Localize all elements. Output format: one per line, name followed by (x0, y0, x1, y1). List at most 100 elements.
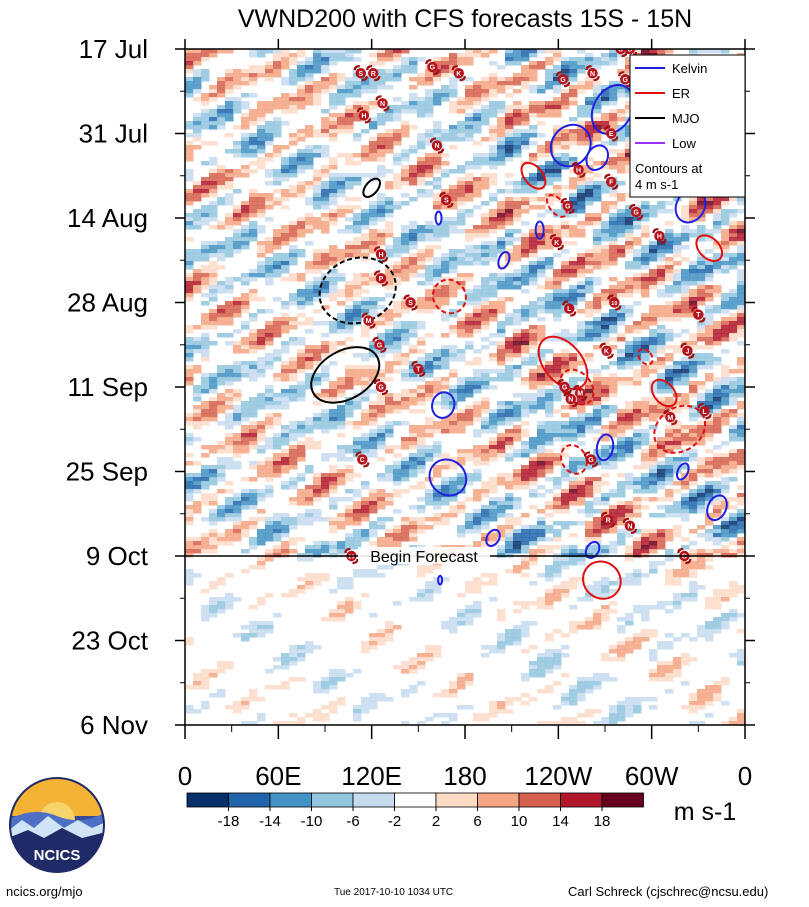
anomaly-cell (369, 53, 378, 58)
anomaly-cell (513, 109, 522, 114)
anomaly-cell (281, 269, 290, 274)
anomaly-cell (377, 437, 386, 442)
anomaly-cell (657, 253, 666, 258)
anomaly-cell (281, 377, 290, 382)
anomaly-cell (241, 305, 250, 310)
anomaly-cell (281, 169, 290, 174)
anomaly-cell (625, 237, 634, 242)
anomaly-cell (401, 441, 410, 446)
anomaly-cell (729, 401, 738, 406)
anomaly-cell (665, 457, 674, 462)
anomaly-cell (393, 489, 402, 494)
anomaly-cell (257, 249, 266, 254)
anomaly-cell (313, 441, 322, 446)
anomaly-cell (553, 301, 562, 306)
anomaly-cell (433, 361, 442, 366)
anomaly-cell (313, 297, 322, 302)
anomaly-cell (265, 361, 274, 366)
anomaly-cell (505, 457, 514, 462)
anomaly-cell (657, 329, 666, 334)
anomaly-cell (297, 49, 306, 54)
anomaly-cell (393, 173, 402, 178)
anomaly-cell (417, 309, 426, 314)
anomaly-cell (193, 481, 202, 486)
anomaly-cell (625, 65, 634, 70)
anomaly-cell (505, 281, 514, 286)
anomaly-cell (409, 365, 418, 370)
anomaly-cell (209, 193, 218, 198)
anomaly-cell (209, 477, 218, 482)
anomaly-cell (281, 313, 290, 318)
anomaly-cell (369, 281, 378, 286)
anomaly-cell (297, 493, 306, 498)
anomaly-cell (537, 309, 546, 314)
anomaly-cell (345, 477, 354, 482)
anomaly-cell (353, 301, 362, 306)
anomaly-cell (377, 409, 386, 414)
anomaly-cell (201, 125, 210, 130)
anomaly-cell (441, 269, 450, 274)
anomaly-cell (425, 97, 434, 102)
anomaly-cell (529, 329, 538, 334)
anomaly-cell (281, 101, 290, 106)
anomaly-cell (481, 113, 490, 118)
anomaly-cell (705, 269, 714, 274)
anomaly-cell (193, 85, 202, 90)
anomaly-cell (721, 253, 730, 258)
anomaly-cell (593, 497, 602, 502)
anomaly-cell (713, 337, 722, 342)
anomaly-cell (697, 237, 706, 242)
anomaly-cell (457, 317, 466, 322)
anomaly-cell (545, 429, 554, 434)
anomaly-cell (537, 65, 546, 70)
anomaly-cell (321, 273, 330, 278)
anomaly-cell (321, 265, 330, 270)
anomaly-cell (265, 49, 274, 54)
anomaly-cell (361, 357, 370, 362)
anomaly-cell (265, 61, 274, 66)
anomaly-cell (353, 229, 362, 234)
anomaly-cell (665, 233, 674, 238)
anomaly-cell (217, 333, 226, 338)
anomaly-cell (201, 357, 210, 362)
anomaly-cell (481, 301, 490, 306)
anomaly-cell (225, 465, 234, 470)
anomaly-cell (513, 57, 522, 62)
anomaly-cell (649, 337, 658, 342)
anomaly-cell (505, 189, 514, 194)
anomaly-cell (705, 357, 714, 362)
anomaly-cell (185, 53, 194, 58)
anomaly-cell (209, 401, 218, 406)
anomaly-cell (305, 361, 314, 366)
anomaly-cell (289, 137, 298, 142)
anomaly-cell (289, 449, 298, 454)
anomaly-cell (561, 165, 570, 170)
anomaly-cell (305, 441, 314, 446)
anomaly-cell (201, 53, 210, 58)
anomaly-cell (513, 149, 522, 154)
anomaly-cell (321, 69, 330, 74)
anomaly-cell (601, 89, 610, 94)
anomaly-cell (529, 241, 538, 246)
anomaly-cell (641, 437, 650, 442)
anomaly-cell (457, 53, 466, 58)
anomaly-cell (481, 293, 490, 298)
anomaly-cell (425, 357, 434, 362)
anomaly-cell (449, 385, 458, 390)
anomaly-cell (433, 225, 442, 230)
anomaly-cell (201, 385, 210, 390)
anomaly-cell (385, 405, 394, 410)
anomaly-cell (369, 245, 378, 250)
anomaly-cell (257, 101, 266, 106)
anomaly-cell (217, 321, 226, 326)
anomaly-cell (689, 453, 698, 458)
anomaly-cell (577, 457, 586, 462)
anomaly-cell (561, 97, 570, 102)
anomaly-cell (273, 53, 282, 58)
anomaly-cell (217, 449, 226, 454)
anomaly-cell (345, 289, 354, 294)
anomaly-cell (465, 189, 474, 194)
anomaly-cell (209, 289, 218, 294)
anomaly-cell (249, 149, 258, 154)
anomaly-cell (665, 329, 674, 334)
